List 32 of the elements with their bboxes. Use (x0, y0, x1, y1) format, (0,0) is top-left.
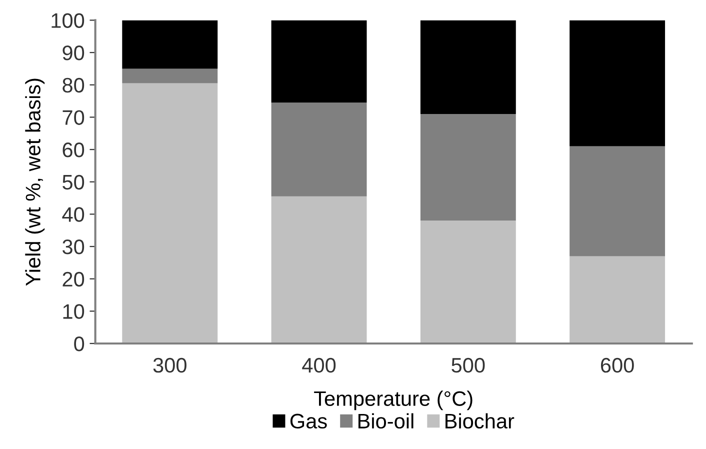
y-tick-label: 90 (62, 46, 84, 60)
y-tick-label: 40 (62, 207, 84, 222)
y-tick-label: 20 (62, 272, 84, 287)
x-axis-title: Temperature (°C) (314, 390, 472, 410)
y-tick-label: 100 (52, 13, 84, 28)
bar (271, 20, 367, 103)
y-tick-label: 60 (62, 142, 84, 158)
x-tick-label: 400 (302, 358, 336, 373)
bar (271, 196, 367, 344)
bar (122, 68, 218, 84)
y-tick-label: 30 (62, 240, 84, 254)
bar (122, 83, 218, 344)
y-tick-label: 70 (62, 110, 84, 125)
bar (420, 220, 516, 344)
legend-label: Gas (290, 414, 327, 429)
bar (420, 20, 516, 114)
legend-label: Biochar (446, 413, 514, 429)
y-tick-label: 50 (62, 174, 84, 190)
bar (122, 20, 218, 69)
legend-label: Bio-oil (358, 413, 414, 429)
bar (570, 146, 666, 256)
y-tick-label: 80 (62, 78, 84, 93)
bar (271, 102, 367, 196)
x-tick-label: 300 (153, 358, 186, 373)
y-axis-title: Yield (wt %, wet basis) (25, 78, 45, 286)
x-tick-label: 600 (600, 358, 634, 373)
bar (420, 114, 516, 221)
x-tick-label: 500 (452, 358, 485, 373)
y-tick-label: 10 (63, 304, 84, 319)
bar (570, 256, 666, 344)
y-tick-label: 0 (74, 336, 84, 352)
bar (570, 20, 666, 146)
